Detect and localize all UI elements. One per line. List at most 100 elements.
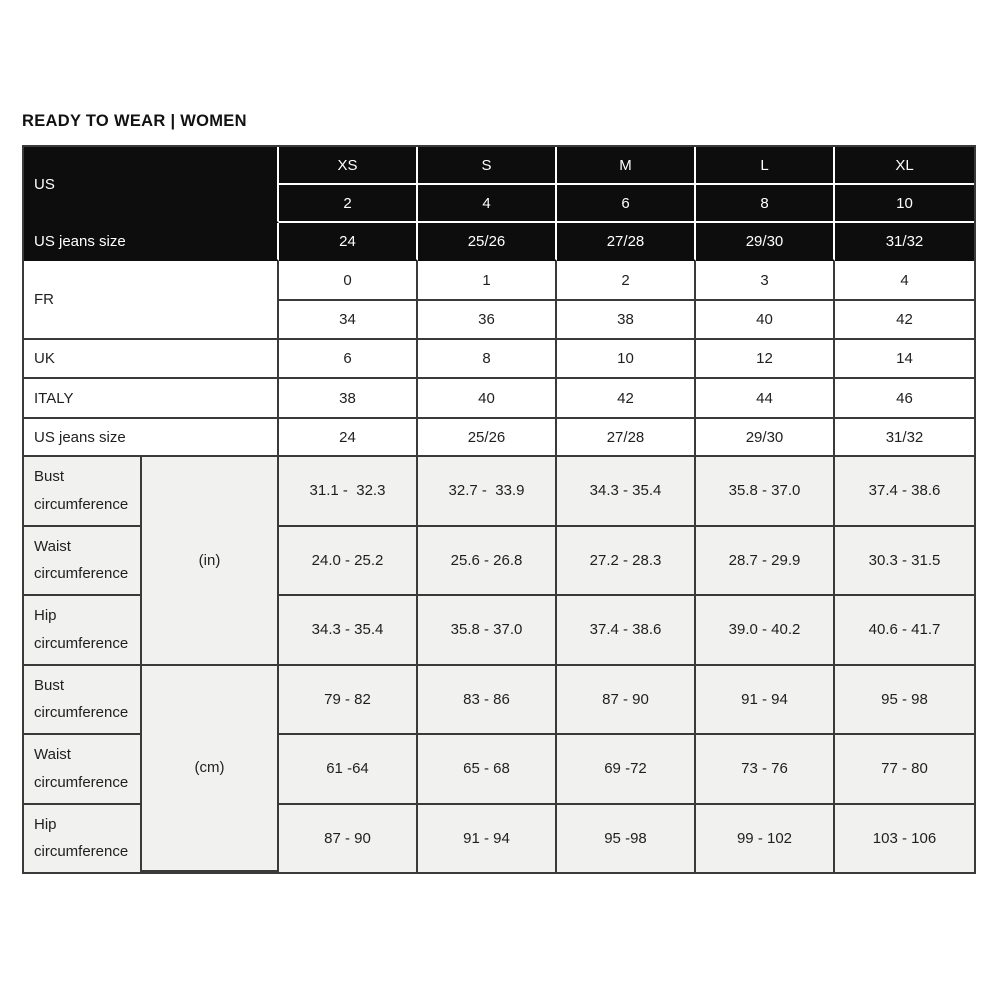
waist-cm-range: 69 -72 [557,735,696,805]
fr-size: 3 [696,261,835,301]
bust-cm-range: 87 - 90 [557,665,696,735]
fr-size: 2 [557,261,696,301]
jeans-size: 29/30 [696,419,835,457]
header-row-jeans-sizes: US jeans size 24 25/26 27/28 29/30 31/32 [24,223,974,261]
bust-cm-range: 83 - 86 [418,665,557,735]
hip-in-range: 37.4 - 38.6 [557,596,696,666]
row-label-jeans: US jeans size [24,419,279,457]
unit-cell-cm: (cm) [142,665,279,872]
italy-size: 40 [418,379,557,419]
italy-size: 44 [696,379,835,419]
hip-cm-range: 91 - 94 [418,804,557,872]
jeans-size: 31/32 [835,419,974,457]
header-row-numeric-sizes: 2 4 6 8 10 [24,185,974,223]
row-label-uk: UK [24,340,279,379]
row-bust-cm: Bust circumference (cm) 79 - 82 83 - 86 … [24,665,974,872]
bust-in-range: 34.3 - 35.4 [557,457,696,527]
italy-size: 42 [557,379,696,419]
hip-in-range: 35.8 - 37.0 [418,596,557,666]
bust-cm-range: 95 - 98 [835,665,974,735]
italy-size: 38 [279,379,418,419]
row-waist-in: Waist circumference 24.0 - 25.2 25.6 - 2… [24,526,974,596]
uk-size: 8 [418,340,557,379]
bust-in-range: 37.4 - 38.6 [835,457,974,527]
row-fr-top: FR 0 1 2 3 4 [24,261,974,340]
jeans-size: 24 [279,419,418,457]
fr-size: 40 [696,301,835,340]
waist-cm-range: 65 - 68 [418,735,557,805]
row-waist-cm: Waist circumference 61 -64 65 - 68 69 -7… [24,735,974,805]
header-numeric-size: 2 [279,185,418,223]
waist-in-range: 24.0 - 25.2 [279,526,418,596]
row-hip-cm: Hip circumference 87 - 90 91 - 94 95 -98… [24,804,974,872]
header-jeans-size: 25/26 [418,223,557,261]
bust-in-range: 32.7 - 33.9 [418,457,557,527]
uk-size: 12 [696,340,835,379]
hip-cm-range: 103 - 106 [835,804,974,872]
header-jeans-label: US jeans size [24,223,279,261]
hip-cm-range: 99 - 102 [696,804,835,872]
row-fr-bottom: 34 36 38 40 42 [24,301,974,340]
hip-in-range: 39.0 - 40.2 [696,596,835,666]
jeans-size: 25/26 [418,419,557,457]
waist-in-range: 27.2 - 28.3 [557,526,696,596]
hip-in-range: 40.6 - 41.7 [835,596,974,666]
row-label-bust-in: Bust circumference [24,457,142,527]
bust-in-range: 35.8 - 37.0 [696,457,835,527]
bust-cm-range: 79 - 82 [279,665,418,735]
bust-in-range: 31.1 - 32.3 [279,457,418,527]
fr-size: 38 [557,301,696,340]
row-bust-in: Bust circumference (in) 31.1 - 32.3 32.7… [24,457,974,666]
row-label-fr: FR [24,261,279,340]
row-label-bust-cm: Bust circumference [24,665,142,735]
header-numeric-size: 10 [835,185,974,223]
unit-cell-in: (in) [142,457,279,666]
header-size-s: S [418,147,557,185]
header-size-m: M [557,147,696,185]
row-label-waist-in: Waist circumference [24,526,142,596]
fr-size: 4 [835,261,974,301]
hip-in-range: 34.3 - 35.4 [279,596,418,666]
waist-cm-range: 61 -64 [279,735,418,805]
row-jeans: US jeans size 24 25/26 27/28 29/30 31/32 [24,419,974,457]
italy-size: 46 [835,379,974,419]
header-jeans-size: 27/28 [557,223,696,261]
header-numeric-size: 4 [418,185,557,223]
header-numeric-size: 6 [557,185,696,223]
row-label-waist-cm: Waist circumference [24,735,142,805]
header-jeans-size: 29/30 [696,223,835,261]
fr-size: 34 [279,301,418,340]
header-row-letter-sizes: US XS S M L XL [24,147,974,223]
row-italy: ITALY 38 40 42 44 46 [24,379,974,419]
jeans-size: 27/28 [557,419,696,457]
uk-size: 14 [835,340,974,379]
fr-size: 42 [835,301,974,340]
row-label-italy: ITALY [24,379,279,419]
bust-cm-range: 91 - 94 [696,665,835,735]
waist-in-range: 30.3 - 31.5 [835,526,974,596]
uk-size: 10 [557,340,696,379]
header-size-l: L [696,147,835,185]
row-label-hip-cm: Hip circumference [24,804,142,872]
header-numeric-size: 8 [696,185,835,223]
uk-size: 6 [279,340,418,379]
header-size-xs: XS [279,147,418,185]
waist-in-range: 25.6 - 26.8 [418,526,557,596]
fr-size: 36 [418,301,557,340]
waist-cm-range: 73 - 76 [696,735,835,805]
header-us-label: US [24,147,279,223]
header-jeans-size: 24 [279,223,418,261]
size-guide-page: READY TO WEAR | WOMEN US XS S M L XL 2 4… [22,112,976,874]
row-uk: UK 6 8 10 12 14 [24,340,974,379]
waist-in-range: 28.7 - 29.9 [696,526,835,596]
hip-cm-range: 95 -98 [557,804,696,872]
fr-size: 1 [418,261,557,301]
fr-size: 0 [279,261,418,301]
size-chart-table: US XS S M L XL 2 4 6 8 10 US jeans size … [22,145,976,874]
header-jeans-size: 31/32 [835,223,974,261]
header-size-xl: XL [835,147,974,185]
page-title: READY TO WEAR | WOMEN [22,112,247,130]
waist-cm-range: 77 - 80 [835,735,974,805]
row-label-hip-in: Hip circumference [24,596,142,666]
row-hip-in: Hip circumference 34.3 - 35.4 35.8 - 37.… [24,596,974,666]
